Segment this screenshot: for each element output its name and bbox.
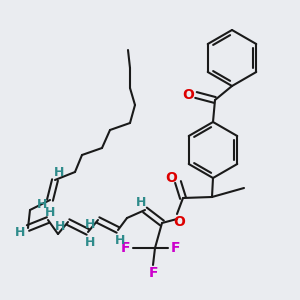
Text: H: H bbox=[45, 206, 55, 218]
Text: H: H bbox=[85, 236, 95, 248]
Text: H: H bbox=[15, 226, 25, 238]
Text: F: F bbox=[171, 241, 181, 255]
Text: H: H bbox=[136, 196, 146, 208]
Text: H: H bbox=[54, 166, 64, 178]
Text: H: H bbox=[55, 220, 65, 232]
Text: O: O bbox=[165, 171, 177, 185]
Text: O: O bbox=[173, 215, 185, 229]
Text: H: H bbox=[115, 233, 125, 247]
Text: H: H bbox=[37, 197, 47, 211]
Text: F: F bbox=[148, 266, 158, 280]
Text: F: F bbox=[120, 241, 130, 255]
Text: O: O bbox=[182, 88, 194, 102]
Text: H: H bbox=[85, 218, 95, 230]
